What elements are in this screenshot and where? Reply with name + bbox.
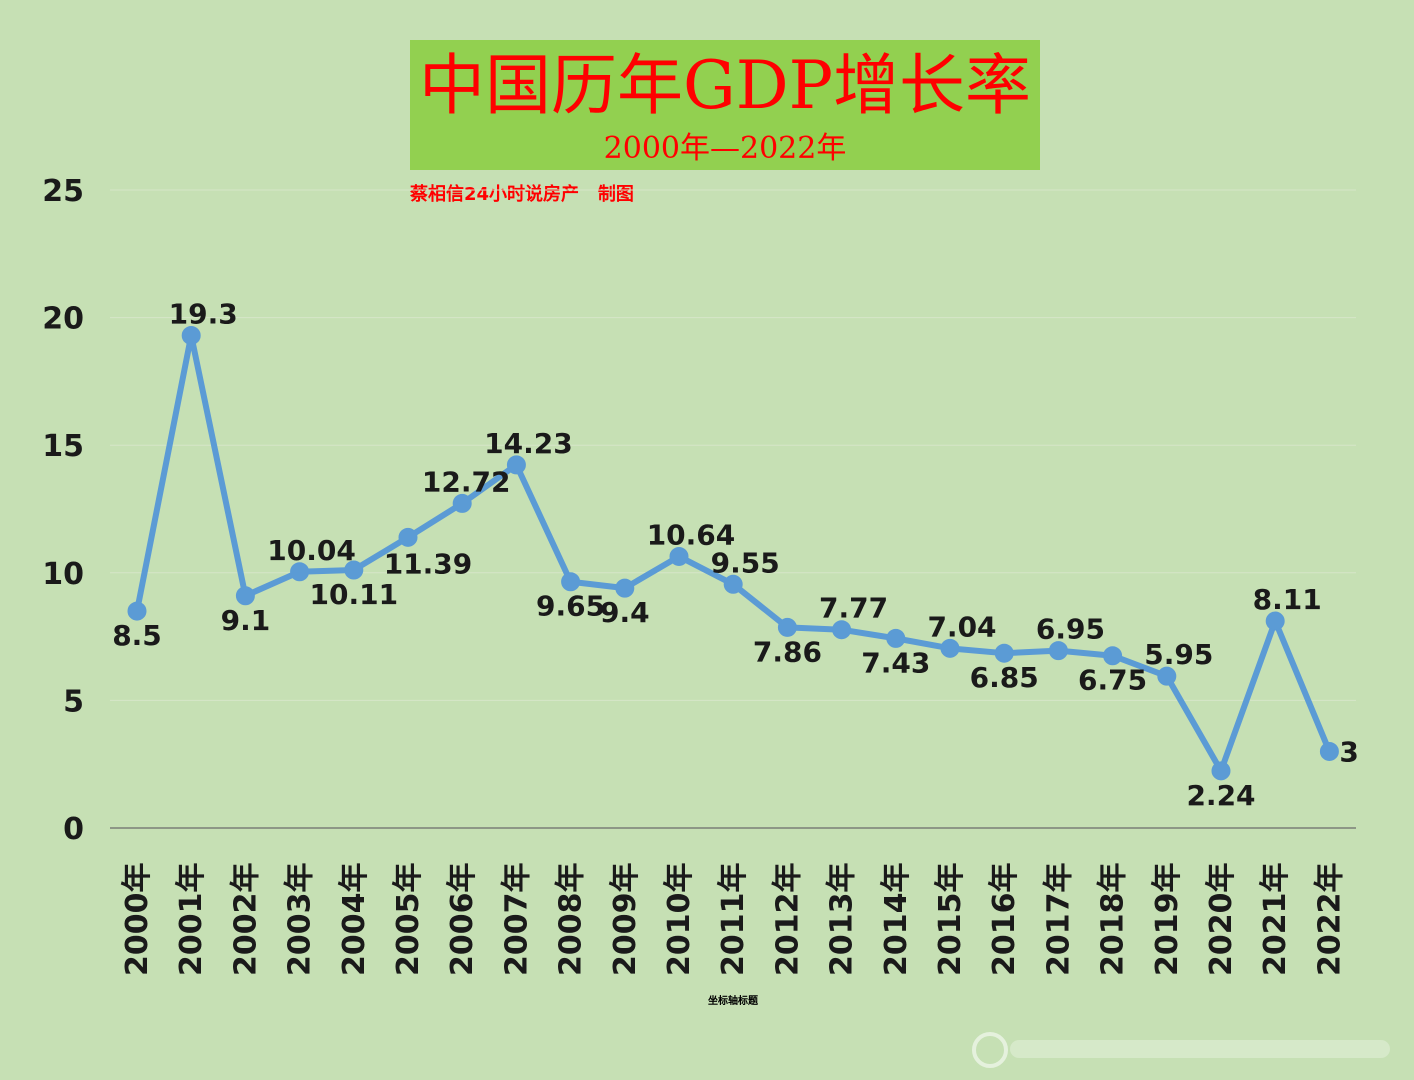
x-tick-label: 2012年 <box>770 863 805 977</box>
data-point <box>994 643 1014 663</box>
grid-lines <box>110 189 1356 701</box>
x-tick-label: 2016年 <box>987 863 1022 976</box>
chart-credit: 蔡相信24小时说房产 制图 <box>409 183 634 205</box>
data-label: 8.11 <box>1253 583 1322 616</box>
data-point <box>615 578 635 598</box>
x-tick-label: 2010年 <box>662 863 697 977</box>
x-tick-label: 2011年 <box>716 863 751 977</box>
data-label: 19.3 <box>169 297 238 330</box>
data-point <box>235 586 255 606</box>
chart-subtitle: 2000年—2022年 <box>604 131 847 166</box>
x-tick-label: 2007年 <box>499 863 534 977</box>
data-point <box>1265 611 1285 631</box>
data-label: 6.85 <box>970 661 1039 694</box>
data-point <box>1048 641 1068 661</box>
y-axis: 0 5 10 15 20 25 <box>42 174 84 847</box>
data-label: 7.04 <box>927 610 996 643</box>
x-tick-label: 2004年 <box>337 863 372 977</box>
x-tick-label: 2001年 <box>174 863 209 977</box>
x-tick-label: 2006年 <box>445 863 480 977</box>
data-label: 10.04 <box>267 534 356 567</box>
data-labels: 8.519.39.110.0410.1111.3912.7214.239.659… <box>112 297 1359 811</box>
data-label: 9.4 <box>600 596 650 629</box>
data-label: 3 <box>1339 735 1358 768</box>
data-label: 7.86 <box>753 635 822 668</box>
data-label: 11.39 <box>384 547 473 580</box>
data-label: 10.11 <box>310 578 399 611</box>
data-point <box>669 546 689 566</box>
x-tick-label: 2005年 <box>391 863 426 977</box>
x-tick-label: 2019年 <box>1150 863 1185 977</box>
title-box <box>410 40 1040 170</box>
data-point <box>832 620 852 640</box>
data-point <box>1157 666 1177 686</box>
data-point <box>723 574 743 594</box>
watermark-icon <box>972 1032 1390 1068</box>
data-label: 7.43 <box>861 646 930 679</box>
data-label: 6.75 <box>1078 664 1147 697</box>
data-label: 5.95 <box>1144 638 1213 671</box>
x-tick-label: 2013年 <box>825 863 860 977</box>
data-point <box>506 455 526 475</box>
x-tick-label: 2021年 <box>1258 863 1293 977</box>
data-label: 9.65 <box>536 590 605 623</box>
data-point <box>886 628 906 648</box>
data-point <box>181 325 201 345</box>
data-point <box>777 617 797 637</box>
data-point <box>1211 761 1231 781</box>
data-point <box>561 572 581 592</box>
x-tick-label: 2017年 <box>1041 863 1076 977</box>
data-label: 10.64 <box>647 518 736 551</box>
data-point <box>452 493 472 513</box>
x-axis: 2000年 2001年 2002年 2003年 2004年 2005年 2006年 2007年… <box>120 863 1347 977</box>
x-tick-label: 2003年 <box>283 863 318 977</box>
y-tick-label: 0 <box>63 812 84 847</box>
x-tick-label: 2015年 <box>933 863 968 977</box>
data-label: 12.72 <box>422 465 511 498</box>
data-point <box>1319 741 1339 761</box>
y-tick-label: 20 <box>42 302 84 337</box>
y-tick-label: 5 <box>63 684 84 719</box>
data-point <box>344 560 364 580</box>
x-axis-title: 坐标轴标题 <box>708 994 759 1007</box>
x-tick-label: 2020年 <box>1204 863 1239 977</box>
data-point <box>290 562 310 582</box>
data-points <box>127 325 1339 781</box>
x-tick-label: 2014年 <box>879 863 914 977</box>
x-tick-label: 2008年 <box>554 863 589 977</box>
data-label: 2.24 <box>1186 779 1255 812</box>
x-tick-label: 2002年 <box>228 863 263 977</box>
y-tick-label: 25 <box>42 174 84 209</box>
data-point <box>127 601 147 621</box>
data-label: 9.55 <box>711 546 780 579</box>
data-label: 7.77 <box>819 592 888 625</box>
data-point <box>1103 646 1123 666</box>
data-point <box>398 527 418 547</box>
y-tick-label: 10 <box>42 557 84 592</box>
chart-title: 中国历年GDP增长率 <box>419 47 1031 124</box>
x-tick-label: 2000年 <box>120 863 155 977</box>
data-label: 6.95 <box>1036 613 1105 646</box>
data-label: 14.23 <box>484 427 573 460</box>
data-label: 9.1 <box>221 604 271 637</box>
data-label: 8.5 <box>112 619 162 652</box>
data-point <box>940 638 960 658</box>
x-tick-label: 2018年 <box>1096 863 1131 977</box>
y-tick-label: 15 <box>42 429 84 464</box>
x-tick-label: 2022年 <box>1312 863 1347 977</box>
x-tick-label: 2009年 <box>608 863 643 977</box>
